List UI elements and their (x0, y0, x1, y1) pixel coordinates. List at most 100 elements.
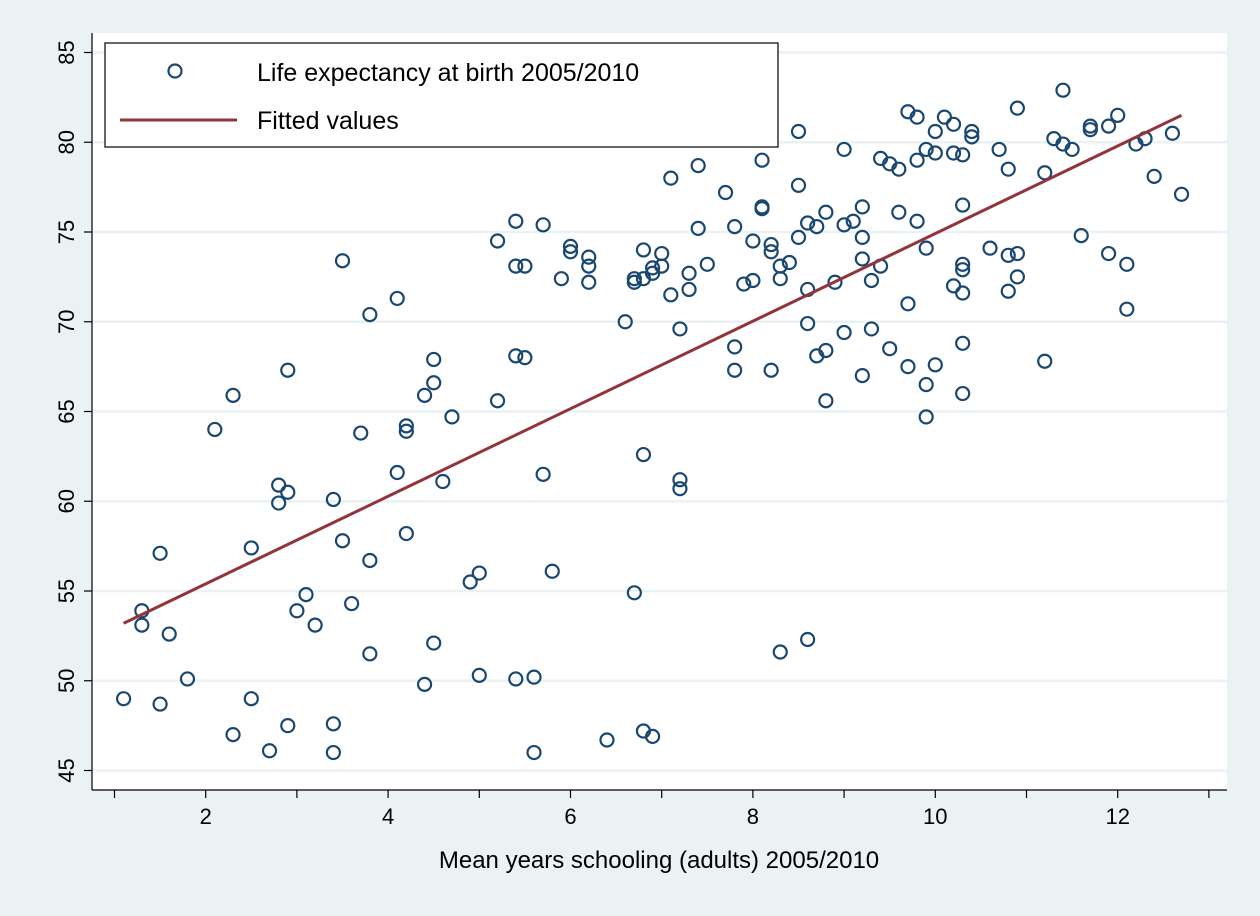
data-point (344, 595, 360, 612)
data-point (644, 260, 661, 276)
data-point (818, 342, 834, 359)
data-point (1100, 118, 1117, 134)
data-point (161, 626, 177, 642)
data-point (1009, 100, 1025, 116)
legend-label-fitted: Fitted values (257, 107, 399, 135)
data-point (562, 244, 579, 260)
x-axis-ticks: 2 4 6 8 10 12 (113, 790, 1210, 829)
data-point (672, 321, 688, 337)
data-point (836, 217, 852, 233)
data-point (271, 477, 287, 493)
data-point (207, 421, 223, 438)
data-point (982, 240, 998, 256)
y-tick-label: 45 (54, 758, 79, 782)
data-point (635, 446, 652, 463)
y-axis-ticks: 45 50 55 60 65 70 75 80 85 (54, 40, 92, 783)
data-point (845, 213, 861, 229)
data-point (289, 603, 305, 619)
data-point (945, 116, 962, 132)
data-point (955, 335, 971, 351)
data-point (398, 418, 414, 434)
y-tick-label: 70 (54, 310, 79, 334)
y-tick-label: 85 (54, 40, 79, 64)
data-point (809, 219, 825, 235)
data-point (763, 236, 779, 253)
data-point (827, 274, 843, 290)
data-point (854, 251, 870, 267)
data-point (927, 123, 943, 140)
data-point (626, 585, 642, 601)
data-point (462, 574, 478, 590)
data-point (416, 387, 433, 403)
data-point (772, 271, 788, 287)
data-point (690, 157, 706, 174)
y-tick-label: 50 (54, 669, 79, 693)
data-point (389, 290, 405, 307)
y-tick-label: 80 (54, 130, 79, 154)
data-point (1009, 269, 1025, 285)
data-point (271, 495, 287, 511)
data-point (1000, 247, 1016, 263)
data-point (581, 258, 597, 274)
data-point (435, 473, 451, 490)
data-point (1055, 82, 1071, 98)
data-point (836, 141, 852, 158)
data-point (635, 242, 652, 258)
data-point (900, 359, 916, 375)
data-point (891, 204, 907, 220)
data-point (280, 362, 296, 378)
data-point (818, 204, 834, 220)
legend-box (104, 42, 779, 148)
legend-label-scatter: Life expectancy at birth 2005/2010 (257, 59, 639, 87)
data-point (325, 716, 341, 732)
data-point (754, 199, 770, 215)
data-point (444, 409, 460, 425)
data-point (152, 545, 168, 561)
legend-marker-icon (167, 63, 183, 79)
data-point (654, 258, 670, 274)
data-point (663, 170, 679, 186)
data-point (426, 375, 442, 391)
data-point (398, 525, 414, 542)
data-point (535, 466, 551, 482)
data-point (717, 184, 734, 201)
data-point (526, 669, 542, 685)
data-point (790, 229, 807, 245)
data-point (918, 376, 934, 393)
data-point (617, 314, 633, 330)
data-point (927, 145, 943, 161)
data-point (836, 324, 852, 341)
data-point (663, 287, 679, 303)
data-point (517, 350, 533, 366)
data-point (489, 393, 506, 409)
data-point (736, 276, 752, 292)
data-point (1173, 186, 1190, 202)
data-point (644, 728, 661, 744)
data-point (781, 254, 797, 271)
data-point (471, 667, 487, 683)
data-point (581, 249, 597, 265)
data-point (909, 109, 925, 125)
x-axis-title: Mean years schooling (adults) 2005/2010 (439, 847, 879, 874)
data-point (1119, 256, 1135, 272)
data-point (298, 586, 314, 603)
data-point (644, 265, 661, 281)
data-point (1073, 227, 1089, 244)
data-point (945, 145, 962, 161)
data-point (225, 387, 241, 403)
data-point (790, 123, 807, 140)
data-point (362, 306, 378, 323)
legend: Life expectancy at birth 2005/2010 Fitte… (104, 42, 779, 148)
y-tick-label: 65 (54, 399, 79, 423)
data-point (964, 123, 980, 140)
data-point (790, 177, 807, 193)
fitted-line (122, 113, 1183, 625)
data-point (681, 281, 697, 298)
data-point (800, 315, 816, 332)
data-point (818, 393, 834, 409)
data-point (599, 732, 615, 748)
data-point (398, 423, 414, 439)
data-point (152, 696, 168, 712)
data-point (116, 691, 132, 707)
